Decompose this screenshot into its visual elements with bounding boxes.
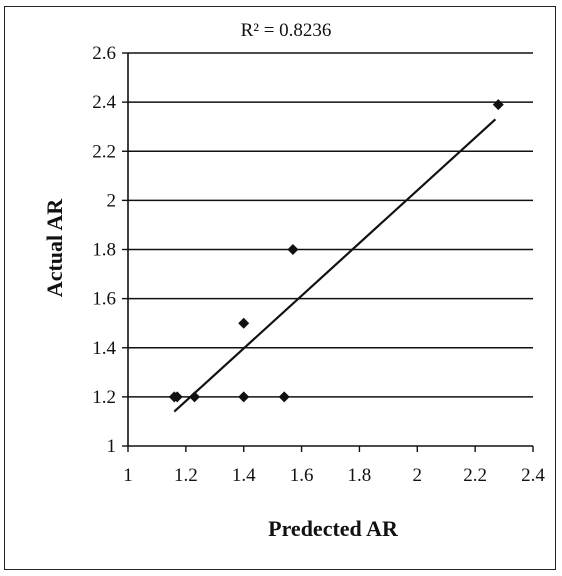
- trendline-group: [173, 118, 497, 413]
- gridlines: [128, 52, 533, 398]
- x-tick-label: 1.2: [174, 465, 198, 486]
- x-tick-label: 1: [123, 465, 133, 486]
- data-point: [278, 391, 290, 403]
- data-point: [492, 99, 504, 111]
- r-squared-annotation: R² = 0.8236: [241, 20, 332, 41]
- axes: [122, 52, 534, 452]
- trendline: [173, 118, 497, 413]
- chart-frame: [4, 6, 556, 570]
- data-point: [238, 317, 250, 329]
- y-tick-labels: 1 1.2 1.4 1.6 1.8 2 2.2 2.4 2.6: [92, 43, 116, 457]
- x-tick-labels: 1 1.2 1.4 1.6 1.8 2 2.2 2.4: [123, 465, 545, 486]
- data-point: [238, 391, 250, 403]
- y-tick-label: 1: [107, 436, 117, 457]
- x-tick-label: 1.8: [348, 465, 372, 486]
- x-tick-label: 2: [413, 465, 423, 486]
- y-tick-label: 2.4: [92, 92, 116, 113]
- x-tick-label: 2.2: [463, 465, 487, 486]
- x-axis-title: Predected AR: [268, 516, 399, 541]
- y-tick-label: 1.4: [92, 338, 116, 359]
- data-point: [287, 244, 299, 255]
- x-tick-label: 1.4: [232, 465, 256, 486]
- y-tick-label: 1.6: [92, 289, 116, 310]
- y-tick-label: 2.6: [92, 43, 116, 64]
- x-tick-label: 2.4: [521, 465, 545, 486]
- data-point: [189, 391, 201, 403]
- y-tick-label: 2: [107, 190, 117, 211]
- y-tick-label: 2.2: [92, 141, 116, 162]
- data-points: [168, 99, 504, 403]
- y-tick-label: 1.2: [92, 387, 116, 408]
- data-point: [171, 391, 183, 403]
- y-tick-label: 1.8: [92, 240, 116, 261]
- x-tick-label: 1.6: [290, 465, 314, 486]
- y-axis-title: Actual AR: [42, 198, 67, 298]
